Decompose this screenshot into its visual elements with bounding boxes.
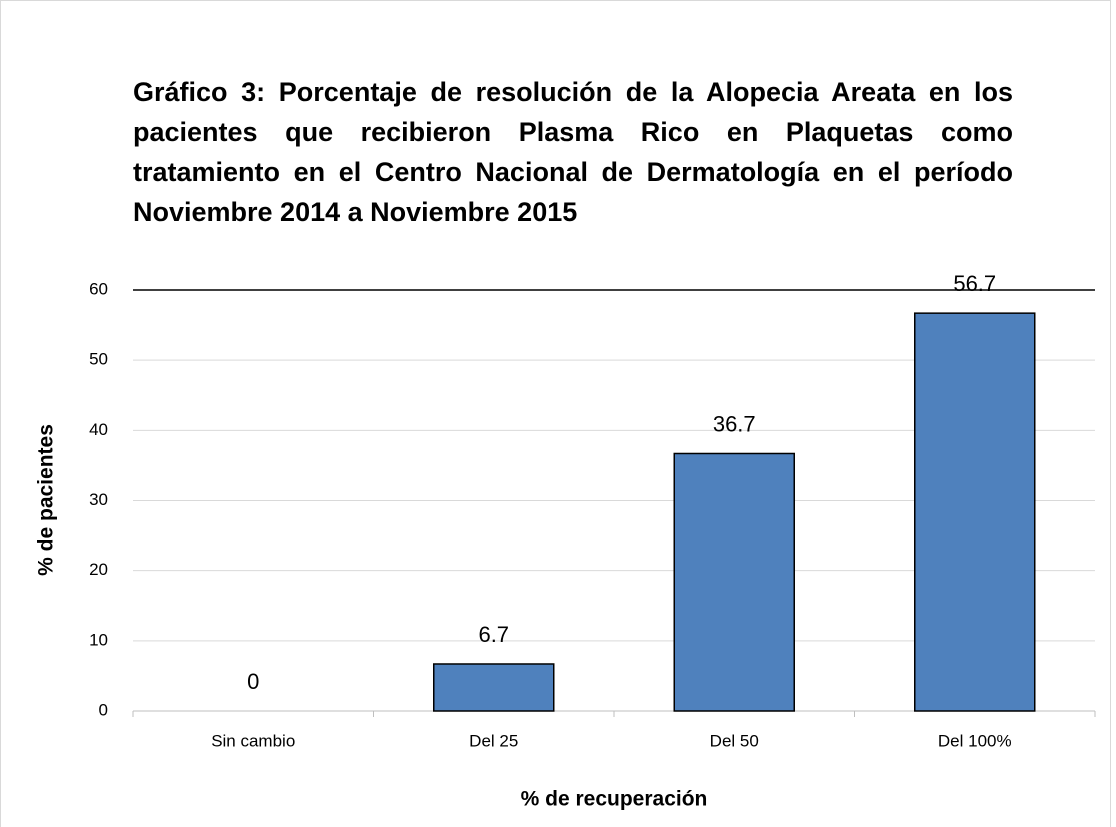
value-label: 36.7 [713, 411, 756, 436]
y-tick-label: 40 [89, 420, 108, 439]
y-tick-label: 10 [89, 630, 108, 649]
value-label: 0 [247, 669, 259, 694]
y-tick-label: 60 [89, 279, 108, 298]
bar [914, 312, 1036, 712]
bar [433, 663, 555, 712]
bar [673, 452, 795, 712]
y-tick-label: 20 [89, 560, 108, 579]
y-axis-title: % de pacientes [35, 424, 58, 576]
x-tick-label: Sin cambio [211, 731, 295, 750]
y-tick-label: 50 [89, 350, 108, 369]
y-tick-label: 0 [99, 700, 108, 719]
x-tick-label: Del 100% [938, 731, 1012, 750]
chart-title: Gráfico 3: Porcentaje de resolución de l… [133, 77, 1013, 227]
x-tick-label: Del 50 [710, 731, 759, 750]
y-tick-label: 30 [89, 490, 108, 509]
x-axis-title: % de recuperación [521, 788, 708, 811]
value-label: 6.7 [478, 622, 509, 647]
x-tick-label: Del 25 [469, 731, 518, 750]
value-label: 56.7 [953, 271, 996, 296]
